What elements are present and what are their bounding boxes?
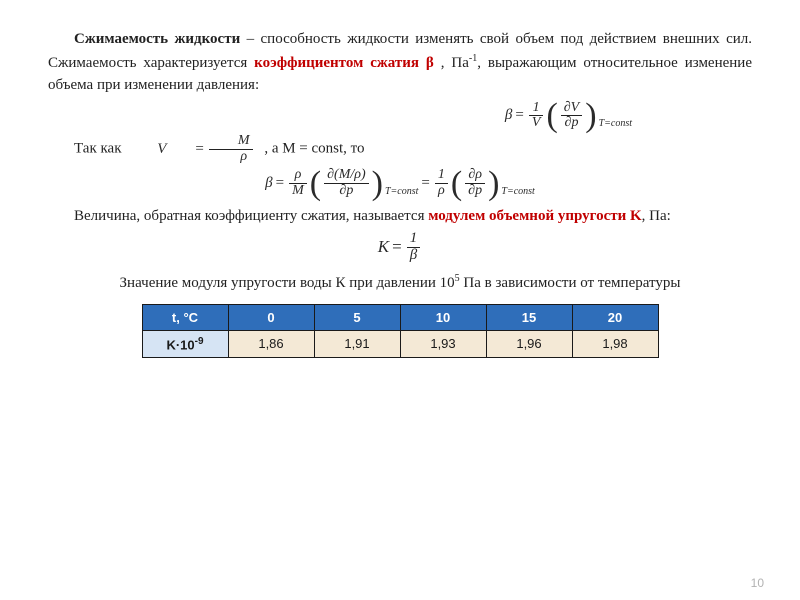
eq3-lhs: K — [378, 237, 389, 257]
p2-t1: Так как — [74, 141, 122, 157]
eq1-den2: ∂p — [561, 116, 582, 131]
eq2-num2: ∂(M/ρ) — [324, 168, 369, 184]
eq2-sub2: T=const — [501, 186, 534, 197]
eqV-lhs: V — [131, 138, 166, 161]
eq1-num2: ∂V — [561, 101, 582, 117]
page-number: 10 — [751, 576, 764, 590]
modulus-table: t, °C 0 5 10 15 20 K·10-9 1,86 1,91 1,93… — [142, 304, 659, 358]
val-3: 1,96 — [486, 330, 572, 357]
eq1-den1: V — [529, 116, 544, 131]
table-caption: Значение модуля упругости воды К при дав… — [48, 272, 752, 294]
paragraph-2: Так как V = Mρ , а M = const, то — [48, 134, 752, 164]
hdr-4: 20 — [572, 304, 658, 330]
eq3-num: 1 — [407, 231, 421, 248]
p2-t2: , а M = const, то — [264, 141, 364, 157]
hdr-2: 10 — [400, 304, 486, 330]
term-coefficient: коэффициентом сжатия β — [254, 55, 434, 71]
eq2-num3: 1 — [435, 168, 448, 184]
equation-beta-rho: β = ρM ( ∂(M/ρ)∂p ) T=const = 1ρ ( ∂ρ∂p … — [48, 168, 752, 198]
term-bulk-modulus: модулем объемной упругости K — [428, 208, 641, 224]
eq3-den: β — [407, 248, 421, 264]
paragraph-1: Сжимаемость жидкости – способность жидко… — [48, 28, 752, 97]
eq2-num4: ∂ρ — [465, 168, 485, 184]
eq2-den2: ∂p — [324, 184, 369, 199]
eq2-num1: ρ — [289, 168, 307, 184]
cap-t3: Па в зависимости от температуры — [460, 275, 681, 291]
eqV-eq: = — [169, 138, 203, 161]
equation-k: K = 1β — [48, 231, 752, 264]
p1-sup: -1 — [469, 53, 477, 64]
hdr-0: 0 — [228, 304, 314, 330]
eq2-eq1: = — [276, 175, 284, 192]
cap-t1: Значение модуля упругости воды К при дав… — [120, 275, 455, 291]
hdr-t: t, °C — [142, 304, 228, 330]
hdr-3: 15 — [486, 304, 572, 330]
p3-t1: Величина, обратная коэффициенту сжатия, … — [74, 208, 428, 224]
val-4: 1,98 — [572, 330, 658, 357]
eq2-lhs: β — [265, 175, 272, 192]
eqV-num: M — [209, 134, 253, 150]
lbl-k-b: -9 — [195, 336, 204, 347]
lbl-k-a: K·10 — [166, 337, 194, 352]
p1-t4: , Па — [441, 55, 469, 71]
val-1: 1,91 — [314, 330, 400, 357]
eq2-den3: ρ — [435, 184, 448, 199]
eq-v-mrho: V = Mρ — [131, 134, 254, 164]
hdr-1: 5 — [314, 304, 400, 330]
eqV-den: ρ — [209, 150, 253, 165]
eq2-sub1: T=const — [385, 186, 418, 197]
paragraph-3: Величина, обратная коэффициенту сжатия, … — [48, 205, 752, 228]
eq1-sub: T=const — [599, 118, 632, 129]
eq1-num1: 1 — [529, 101, 544, 117]
eq3-eq: = — [392, 237, 402, 257]
eq2-den1: M — [289, 184, 307, 199]
eq1-lhs: β — [505, 107, 512, 124]
eq2-eq2: = — [421, 175, 429, 192]
eq1-eq: = — [515, 107, 523, 124]
table-row: t, °C 0 5 10 15 20 — [142, 304, 658, 330]
lbl-k: K·10-9 — [142, 330, 228, 357]
eq2-den4: ∂p — [465, 184, 485, 199]
val-0: 1,86 — [228, 330, 314, 357]
table-row: K·10-9 1,86 1,91 1,93 1,96 1,98 — [142, 330, 658, 357]
term-compressibility: Сжимаемость жидкости — [74, 31, 240, 47]
val-2: 1,93 — [400, 330, 486, 357]
p3-t3: , Па: — [642, 208, 671, 224]
equation-beta-v: β = 1V ( ∂V∂p ) T=const — [48, 101, 752, 131]
